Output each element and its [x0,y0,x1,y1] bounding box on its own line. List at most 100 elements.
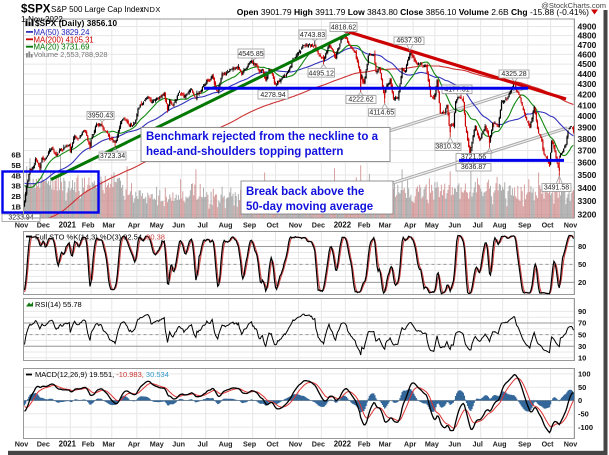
svg-text:Jul: Jul [473,439,483,448]
svg-text:4200: 4200 [578,90,597,100]
svg-text:Feb: Feb [82,439,95,448]
svg-text:4818.62: 4818.62 [331,25,356,32]
svg-text:4743.83: 4743.83 [300,32,325,39]
svg-text:INDX: INDX [141,5,161,14]
svg-text:Nov: Nov [15,220,29,229]
svg-text:-100: -100 [578,423,593,432]
svg-text:May: May [425,439,439,448]
svg-text:3721.56: 3721.56 [461,154,486,161]
svg-text:Benchmark rejected from the ne: Benchmark rejected from the neckline to … [146,131,379,143]
svg-text:50: 50 [578,383,586,392]
svg-text:4900: 4900 [578,22,597,32]
svg-text:Oct: Oct [542,439,555,448]
svg-text:4495.12: 4495.12 [309,70,334,77]
svg-text:2022: 2022 [334,220,352,229]
svg-text:Oct: Oct [267,439,280,448]
svg-text:4545.85: 4545.85 [238,51,263,58]
svg-text:4325.28: 4325.28 [501,71,526,78]
svg-text:10: 10 [578,354,586,363]
svg-text:20: 20 [578,278,586,287]
svg-text:30: 30 [578,342,586,351]
svg-text:Nov: Nov [289,439,303,448]
svg-text:Feb: Feb [82,220,95,229]
svg-text:Feb: Feb [358,220,371,229]
svg-text:0: 0 [578,396,582,405]
svg-text:Break back above the: Break back above the [246,186,364,198]
svg-text:4600: 4600 [578,50,597,60]
svg-text:MA(200) 4105.31: MA(200) 4105.31 [34,35,94,44]
svg-text:May: May [150,220,164,229]
svg-text:4B: 4B [11,171,21,180]
svg-text:4400: 4400 [578,69,597,79]
svg-text:Jun: Jun [172,220,185,229]
svg-text:Jun: Jun [448,439,461,448]
svg-text:Jun: Jun [172,439,185,448]
svg-text:3B: 3B [11,182,21,191]
svg-text:Oct: Oct [267,220,280,229]
svg-text:2022: 2022 [334,439,352,448]
svg-text:3500: 3500 [578,170,597,180]
svg-text:3900: 3900 [578,122,597,132]
svg-text:Dec: Dec [312,220,325,229]
svg-text:MACD(12,26,9) 19.551, -10.983,: MACD(12,26,9) 19.551, -10.983, 30.534 [35,370,169,379]
svg-text:@StockCharts.com: @StockCharts.com [541,1,606,10]
svg-text:2B: 2B [11,192,21,201]
svg-text:4300: 4300 [578,79,597,89]
svg-text:1B: 1B [11,202,21,211]
svg-text:80: 80 [578,242,586,251]
svg-text:3400: 3400 [578,183,597,193]
svg-text:100: 100 [578,370,591,379]
svg-text:4637.30: 4637.30 [396,38,421,45]
svg-text:Mar: Mar [102,220,115,229]
svg-text:3800: 3800 [578,134,597,144]
svg-text:Sep: Sep [243,439,257,448]
svg-text:Dec: Dec [312,439,325,448]
svg-text:Nov: Nov [289,220,303,229]
svg-text:Jul: Jul [473,220,483,229]
svg-text:1-Nov-2022: 1-Nov-2022 [21,15,63,24]
svg-text:Aug: Aug [219,439,233,448]
svg-text:4177.51: 4177.51 [444,87,469,94]
svg-text:3491.58: 3491.58 [544,185,569,192]
svg-text:2021: 2021 [59,220,77,229]
svg-text:Nov: Nov [564,220,578,229]
svg-text:Mar: Mar [379,220,392,229]
svg-text:3200: 3200 [578,210,597,220]
svg-text:Apr: Apr [404,439,417,448]
svg-text:head-and-shoulders topping pat: head-and-shoulders topping pattern [146,146,343,158]
svg-text:MA(50) 3829.24: MA(50) 3829.24 [34,28,91,37]
svg-text:2021: 2021 [59,439,77,448]
svg-text:Feb: Feb [358,439,371,448]
svg-text:4700: 4700 [578,40,597,50]
svg-text:50: 50 [578,260,586,269]
svg-text:4278.94: 4278.94 [260,92,285,99]
svg-text:90: 90 [578,307,586,316]
svg-text:5B: 5B [11,161,21,170]
svg-text:RSI(14) 55.78: RSI(14) 55.78 [35,300,82,309]
svg-text:4222.62: 4222.62 [348,97,373,104]
svg-text:Jul: Jul [198,439,208,448]
svg-text:4000: 4000 [578,111,597,121]
svg-text:May: May [425,220,439,229]
svg-text:Sep: Sep [243,220,257,229]
svg-text:S&P 500 Large Cap Index: S&P 500 Large Cap Index [51,5,144,14]
svg-text:3233.94: 3233.94 [8,215,33,222]
svg-text:Jul: Jul [198,220,208,229]
svg-text:Apr: Apr [404,220,417,229]
svg-text:4500: 4500 [578,59,597,69]
svg-text:70: 70 [578,319,586,328]
svg-text:4100: 4100 [578,100,597,110]
svg-text:3600: 3600 [578,158,597,168]
svg-text:Open 3901.79 High 3911.79 Low: Open 3901.79 High 3911.79 Low 3843.80 Cl… [237,7,589,17]
svg-text:Sep: Sep [518,220,532,229]
svg-text:Mar: Mar [379,439,392,448]
svg-text:Aug: Aug [493,439,507,448]
svg-text:$SPX: $SPX [21,4,51,16]
svg-text:Apr: Apr [128,220,141,229]
svg-text:3950.43: 3950.43 [88,113,113,120]
svg-text:4114.65: 4114.65 [369,110,394,117]
svg-text:6B: 6B [11,151,21,160]
svg-text:Volume 2,553,788,928: Volume 2,553,788,928 [34,50,108,59]
svg-text:Aug: Aug [493,220,507,229]
svg-text:Jun: Jun [448,220,461,229]
